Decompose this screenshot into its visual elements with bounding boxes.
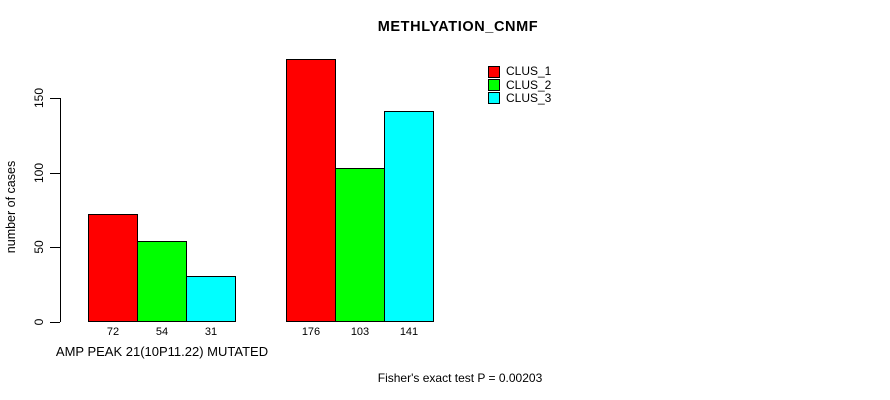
bar-value-label: 72: [106, 326, 120, 338]
bar-clus_1-group2: [286, 59, 336, 322]
y-tick: [50, 173, 60, 174]
chart-title: METHLYATION_CNMF: [377, 19, 539, 35]
bar-value-label: 103: [350, 326, 370, 338]
y-tick: [50, 98, 60, 99]
legend-item-clus_2: CLUS_2: [488, 77, 552, 92]
y-tick-label: 0: [32, 318, 46, 326]
bar-clus_3-group2: [384, 111, 434, 322]
legend-label: CLUS_1: [506, 64, 552, 79]
y-axis-line: [60, 98, 61, 322]
y-tick: [50, 322, 60, 323]
legend-item-clus_1: CLUS_1: [488, 65, 551, 78]
y-tick-label: 100: [32, 162, 46, 184]
y-tick: [50, 247, 60, 248]
stat-annotation: Fisher's exact test P = 0.00203: [377, 371, 543, 385]
bar-value-label: 176: [301, 326, 321, 338]
bar-value-label: 141: [399, 326, 419, 338]
legend-swatch-clus_1: [488, 65, 500, 78]
bar-value-label: 31: [204, 326, 218, 338]
y-axis-label: number of cases: [4, 160, 18, 254]
legend-item-clus_3: CLUS_3: [488, 90, 552, 105]
y-tick-label: 150: [32, 87, 46, 109]
legend-swatch-clus_2: [488, 79, 500, 92]
bar-clus_2-group2: [335, 168, 385, 322]
legend-label: CLUS_3: [506, 90, 552, 105]
bar-clus_1-group1: [88, 214, 138, 322]
bar-clus_2-group1: [137, 241, 187, 322]
legend-label: CLUS_2: [506, 77, 552, 92]
bar-value-label: 54: [155, 326, 169, 338]
x-axis-label: AMP PEAK 21(10P11.22) MUTATED: [55, 344, 269, 359]
legend-swatch-clus_3: [488, 92, 500, 105]
y-tick-label: 50: [32, 240, 46, 254]
legend: CLUS_1 CLUS_2 CLUS_3: [488, 65, 551, 105]
bar-clus_3-group1: [186, 276, 236, 322]
